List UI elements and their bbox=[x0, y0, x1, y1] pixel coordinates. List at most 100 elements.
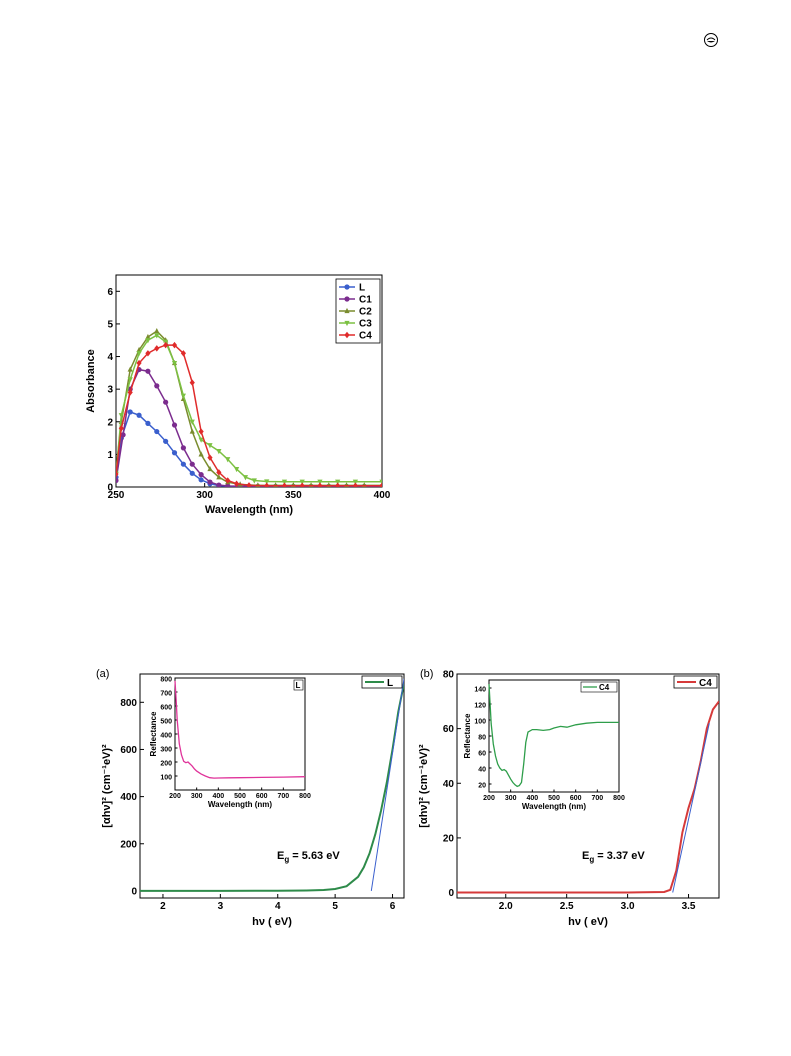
point-C4-3 bbox=[136, 359, 142, 367]
x-tick-label-3: 400 bbox=[374, 490, 391, 501]
x-tick-label-0: 200 bbox=[169, 793, 181, 800]
point-C2-9 bbox=[189, 428, 195, 434]
point-C4-15 bbox=[246, 482, 252, 487]
inset-legend-label: C4 bbox=[599, 683, 610, 692]
point-C3-17 bbox=[264, 479, 270, 485]
x-tick-label-4: 600 bbox=[256, 793, 268, 800]
point-C4-16 bbox=[264, 482, 270, 487]
point-L-9 bbox=[189, 470, 195, 476]
legend-marker-C3 bbox=[344, 320, 350, 327]
point-C3-10 bbox=[198, 437, 204, 443]
x-tick-label-6: 800 bbox=[299, 793, 311, 800]
inset-y-axis-label: Reflectance bbox=[463, 713, 472, 758]
x-tick-label-0: 200 bbox=[483, 795, 495, 802]
x-tick-label-3: 500 bbox=[234, 793, 246, 800]
point-C3-21 bbox=[335, 479, 341, 485]
y-tick-label-4: 500 bbox=[160, 719, 172, 726]
point-L-4 bbox=[145, 420, 151, 426]
inset-x-axis-label: Wavelength (nm) bbox=[208, 800, 272, 809]
x-tick-label-2: 4 bbox=[275, 901, 281, 912]
point-C4-12 bbox=[216, 469, 222, 476]
point-C3-4 bbox=[145, 338, 151, 344]
point-C3-5 bbox=[154, 333, 160, 339]
point-C4-11 bbox=[207, 454, 213, 461]
point-C4-17 bbox=[281, 482, 288, 487]
y-tick-label-1: 40 bbox=[478, 767, 486, 774]
point-C2-10 bbox=[198, 451, 204, 457]
x-tick-label-1: 3 bbox=[218, 901, 224, 912]
panel-label-a: (a) bbox=[96, 668, 110, 680]
y-tick-label-4: 4 bbox=[107, 352, 113, 363]
legend-label-C4: C4 bbox=[359, 331, 372, 342]
series-C4 bbox=[116, 341, 382, 487]
point-L-5 bbox=[154, 428, 160, 435]
point-C4-1 bbox=[118, 425, 124, 432]
y-tick-label-0: 0 bbox=[448, 888, 454, 899]
inset-background bbox=[175, 678, 305, 790]
point-L-3 bbox=[136, 412, 142, 418]
x-tick-label-4: 600 bbox=[570, 795, 582, 802]
point-C3-16 bbox=[251, 478, 257, 484]
y-tick-label-5: 5 bbox=[107, 319, 113, 330]
absorbance-chart: 250 300 350 400 0 1 2 3 4 5 6 Wavelength (nm) Absorb… bbox=[85, 274, 391, 516]
y-axis-label: [αhν]² (cm⁻¹eV)² bbox=[418, 744, 430, 828]
tauc-plot-L: 2 3 4 5 6 0 200 400 600 800 Lhν ( eV) [αhν]² (cm⁻¹e… bbox=[101, 673, 405, 928]
y-tick-label-3: 80 bbox=[478, 735, 486, 742]
legend-label-L: L bbox=[387, 678, 393, 689]
x-tick-label-0: 2 bbox=[160, 901, 166, 912]
point-C1-4 bbox=[145, 368, 151, 374]
point-C3-3 bbox=[136, 351, 142, 357]
x-tick-label-1: 300 bbox=[191, 793, 203, 800]
point-C1-5 bbox=[154, 383, 160, 389]
x-axis-label: Wavelength (nm) bbox=[205, 504, 294, 516]
point-C1-0 bbox=[116, 477, 119, 484]
inset-line-C4 bbox=[488, 683, 619, 788]
x-tick-label-0: 2.0 bbox=[499, 901, 513, 912]
point-C3-19 bbox=[299, 479, 305, 485]
inset-chart: 200 300 400 500 600 700 800 20 40 60 80 100 120 140 Wa… bbox=[463, 679, 625, 811]
x-tick-label-3: 500 bbox=[548, 795, 560, 802]
x-tick-label-4: 6 bbox=[390, 901, 396, 912]
x-tick-label-2: 400 bbox=[212, 793, 224, 800]
point-C4-22 bbox=[379, 482, 382, 487]
y-tick-label-3: 400 bbox=[160, 733, 172, 740]
point-C4-9 bbox=[189, 379, 195, 386]
inset-chart: 200 300 400 500 600 700 800 100 200 300 400 500 600 7… bbox=[149, 677, 311, 810]
inset-background bbox=[489, 680, 619, 792]
y-tick-label-4: 80 bbox=[443, 670, 455, 681]
x-tick-label-1: 300 bbox=[196, 490, 213, 501]
series-L bbox=[116, 409, 382, 487]
point-C2-2 bbox=[127, 366, 133, 372]
point-C1-6 bbox=[163, 399, 169, 405]
legend-marker-C4 bbox=[344, 331, 350, 339]
point-C2-12 bbox=[216, 474, 222, 480]
point-C4-14 bbox=[233, 480, 240, 487]
y-tick-label-1: 1 bbox=[107, 450, 113, 461]
point-C2-4 bbox=[145, 333, 151, 340]
point-C3-22 bbox=[352, 479, 358, 485]
plot-frame bbox=[139, 673, 405, 899]
point-C3-20 bbox=[317, 479, 323, 485]
point-L-8 bbox=[180, 461, 186, 467]
y-tick-label-6: 6 bbox=[107, 287, 113, 298]
point-C1-1 bbox=[120, 432, 126, 438]
point-L-10 bbox=[198, 477, 204, 483]
series-C2 bbox=[116, 327, 382, 487]
point-C3-9 bbox=[189, 419, 195, 425]
point-C4-13 bbox=[225, 477, 231, 484]
inset-line-reflectance bbox=[174, 680, 306, 779]
y-tick-label-4: 800 bbox=[120, 698, 137, 709]
series-line-C2 bbox=[116, 330, 382, 487]
y-tick-label-3: 600 bbox=[120, 745, 137, 756]
y-tick-label-6: 700 bbox=[160, 691, 172, 698]
inset-y-axis-label: Reflectance bbox=[149, 711, 158, 756]
y-axis-label: [αhν]² (cm⁻¹eV)² bbox=[101, 744, 113, 828]
point-C3-14 bbox=[233, 466, 240, 473]
x-tick-label-2: 400 bbox=[526, 795, 538, 802]
legend: C4 bbox=[673, 675, 718, 689]
inset-legend-box bbox=[580, 681, 618, 693]
legend-label-C2: C2 bbox=[359, 307, 372, 318]
series-line-fit bbox=[672, 723, 710, 893]
series-line-L bbox=[140, 683, 404, 892]
